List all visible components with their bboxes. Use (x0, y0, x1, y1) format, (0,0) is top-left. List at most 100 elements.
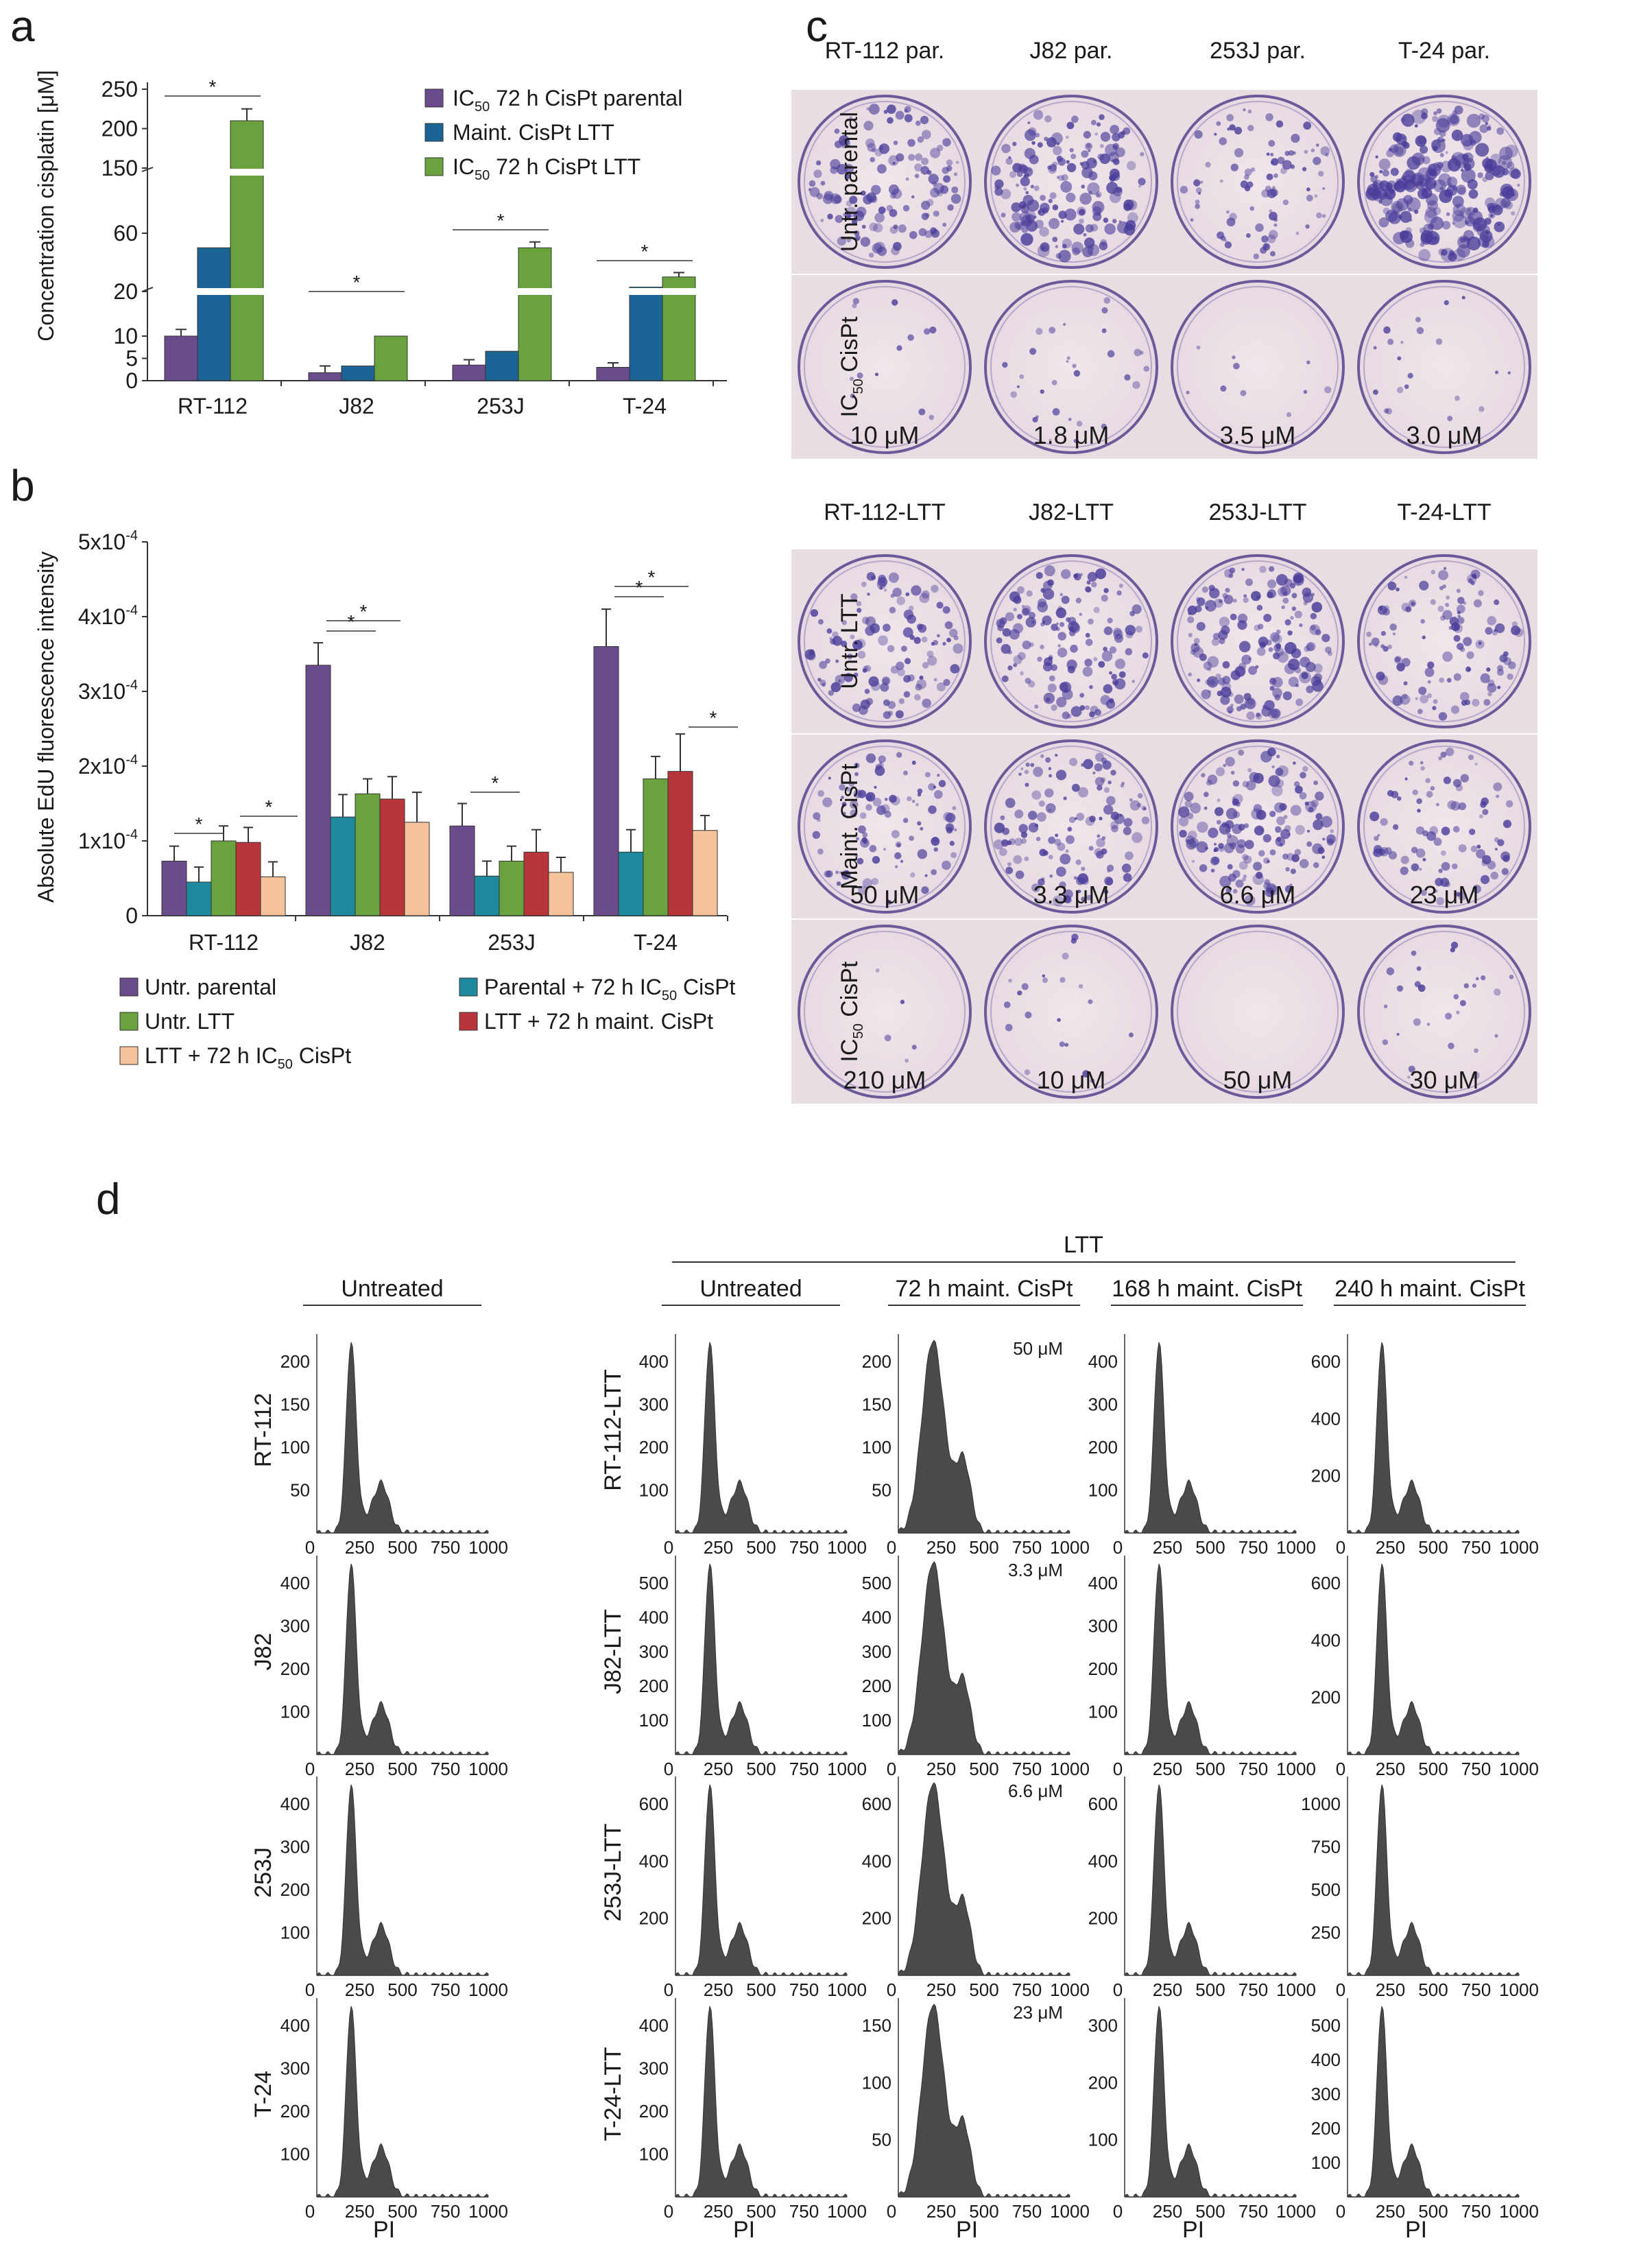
colony-spot (841, 796, 844, 799)
colony-spot (1424, 1077, 1428, 1080)
colony-spot (1033, 215, 1037, 219)
colony-spot (1299, 859, 1309, 868)
colony-spot (1013, 608, 1017, 612)
panel-d-x-tick-label: 250 (1153, 2201, 1182, 2222)
panel-d-y-tick-label: 400 (639, 1851, 669, 1871)
colony-spot (865, 698, 874, 706)
colony-spot (1052, 237, 1058, 243)
panel-d-y-tick-label: 150 (280, 1394, 310, 1415)
colony-spot (1266, 152, 1270, 156)
colony-spot (1325, 153, 1329, 157)
colony-spot (1121, 781, 1125, 785)
colony-spot (1274, 802, 1285, 813)
colony-spot (1417, 167, 1432, 181)
panel-c-concentration-label: 1.8 μM (1033, 421, 1110, 449)
colony-spot (862, 878, 873, 888)
panel-a-bar (308, 372, 342, 381)
colony-spot (1444, 189, 1453, 198)
colony-dish-rim (990, 286, 1152, 448)
colony-spot (1417, 709, 1423, 715)
colony-spot (825, 658, 830, 664)
colony-spot (1256, 595, 1260, 599)
colony-spot (817, 619, 824, 625)
colony-spot (1031, 883, 1040, 892)
colony-spot (1479, 230, 1493, 243)
colony-spot (1076, 420, 1083, 427)
panel-d-x-tick-label: 1000 (1499, 1759, 1539, 1779)
colony-spot (1029, 348, 1037, 355)
colony-spot (1274, 826, 1282, 833)
colony-spot (836, 881, 841, 886)
colony-spot (1201, 689, 1211, 700)
panel-d-x-tick-label: 250 (1376, 2201, 1405, 2222)
colony-spot (872, 855, 881, 864)
colony-spot (887, 900, 892, 905)
panel-d-histogram (675, 1784, 848, 1976)
colony-spot (1482, 176, 1488, 182)
colony-spot (998, 848, 1007, 856)
colony-spot (1055, 607, 1067, 619)
panel-d-x-axis-label: PI (733, 2217, 755, 2243)
colony-spot (1386, 967, 1395, 975)
colony-spot (1232, 798, 1239, 805)
colony-spot (1446, 595, 1450, 600)
colony-spot (1271, 158, 1279, 166)
colony-spot (1226, 114, 1234, 121)
colony-spot (1113, 629, 1123, 640)
colony-spot (1037, 656, 1042, 662)
colony-spot (1065, 849, 1069, 853)
colony-spot (900, 859, 904, 863)
colony-spot (1256, 712, 1260, 717)
colony-spot (819, 661, 828, 669)
colony-spot (869, 222, 878, 232)
colony-spot (1005, 1023, 1013, 1032)
panel-d-y-tick-label: 150 (862, 2015, 891, 2036)
colony-spot (1020, 233, 1033, 246)
colony-spot (1451, 863, 1458, 870)
colony-spot (1493, 782, 1503, 792)
panel-a-significance-star: * (353, 272, 361, 293)
colony-spot (1468, 208, 1472, 212)
colony-spot (1382, 207, 1390, 215)
colony-spot (1193, 637, 1200, 644)
panel-d-x-tick-label: 750 (789, 1759, 819, 1779)
colony-spot (1088, 149, 1091, 152)
colony-spot (1433, 837, 1442, 846)
colony-spot (1432, 115, 1439, 122)
colony-spot (1439, 153, 1444, 158)
colony-spot (1015, 870, 1025, 879)
colony-spot (1033, 766, 1043, 777)
colony-spot (1103, 588, 1109, 593)
colony-spot (889, 209, 898, 217)
colony-spot (1075, 859, 1081, 866)
colony-spot (1414, 124, 1418, 128)
panel-d-ltt-row-label: RT-112-LTT (600, 1369, 626, 1491)
panel-d-x-tick-label: 500 (387, 1537, 417, 1558)
colony-spot (1473, 599, 1482, 608)
panel-d-y-tick-label: 100 (639, 1480, 669, 1501)
colony-spot (1256, 871, 1263, 879)
colony-spot (1023, 187, 1027, 191)
colony-spot (1188, 830, 1197, 840)
colony-spot (1245, 578, 1254, 586)
panel-d-y-tick-label: 200 (862, 1351, 891, 1372)
colony-spot (1079, 218, 1084, 224)
colony-spot (1007, 665, 1013, 671)
colony-spot (1207, 667, 1212, 671)
colony-spot (882, 678, 889, 685)
panel-d-histogram (316, 1342, 489, 1534)
colony-spot (1265, 113, 1273, 121)
colony-spot (896, 596, 906, 606)
colony-spot (1025, 783, 1029, 787)
colony-spot (1441, 139, 1446, 143)
colony-spot (1293, 761, 1296, 765)
colony-spot (1134, 348, 1142, 357)
panel-d-y-tick-label: 300 (1088, 2015, 1118, 2036)
colony-spot (889, 606, 896, 614)
colony-spot (1039, 848, 1047, 857)
panel-a-bar (341, 366, 375, 381)
colony-spot (1453, 673, 1461, 681)
colony-spot (830, 166, 838, 174)
panel-c-concentration-label: 50 μM (850, 881, 920, 909)
colony-spot (1062, 952, 1069, 960)
